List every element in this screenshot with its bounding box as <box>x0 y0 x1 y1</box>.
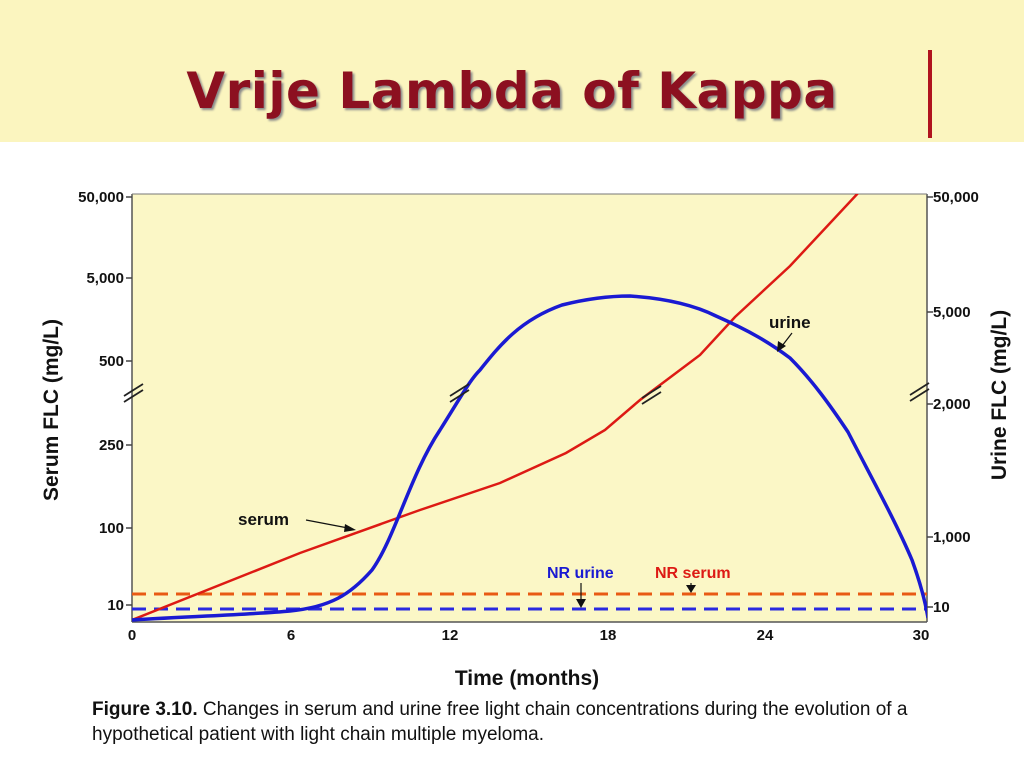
urine-label-leader <box>781 332 793 347</box>
figure-caption: Figure 3.10. Changes in serum and urine … <box>92 697 982 747</box>
left-ticks <box>126 196 132 606</box>
y-left-tick-label: 50,000 <box>78 189 124 206</box>
x-axis-title: Time (months) <box>455 667 599 690</box>
serum-label-leader <box>305 519 349 529</box>
y-right-tick-label: 2,000 <box>933 396 971 413</box>
serum-curve-label: serum <box>238 510 289 529</box>
y-right-tick-label: 10 <box>933 599 950 616</box>
urine-arrow-icon <box>777 341 786 352</box>
y-right-tick-label: 50,000 <box>933 189 979 206</box>
slide-title: Vrije Lambda of Kappa <box>186 62 838 120</box>
slide-header-band <box>0 0 1024 142</box>
x-tick-label: 30 <box>913 627 930 644</box>
urine-series-line <box>132 294 927 622</box>
urine-curve-label: urine <box>769 313 811 332</box>
serum-series-line <box>132 194 859 622</box>
y-left-tick-label: 500 <box>99 353 124 370</box>
nr-serum-label: NR serum <box>655 565 731 582</box>
right-ticks <box>927 196 933 608</box>
x-tick-label: 18 <box>600 627 617 644</box>
nr-urine-arrow-icon <box>576 599 586 608</box>
x-tick-label: 6 <box>287 627 295 644</box>
x-tick-label: 0 <box>128 627 136 644</box>
plot-area <box>132 194 927 622</box>
serum-arrow-icon <box>344 524 356 532</box>
y-left-tick-label: 250 <box>99 437 124 454</box>
y-right-axis-title: Urine FLC (mg/L) <box>988 310 1011 480</box>
y-left-tick-label: 100 <box>99 520 124 537</box>
y-right-tick-label: 1,000 <box>933 529 971 546</box>
nr-serum-arrow-icon <box>686 585 696 593</box>
y-left-tick-label: 5,000 <box>86 270 124 287</box>
y-left-tick-label: 10 <box>107 597 124 614</box>
y-right-tick-label: 5,000 <box>933 304 971 321</box>
nr-urine-label: NR urine <box>547 565 614 582</box>
axis-break-marks <box>123 382 930 405</box>
x-tick-label: 12 <box>442 627 459 644</box>
figure-caption-label: Figure 3.10. <box>92 699 198 720</box>
y-left-axis-title: Serum FLC (mg/L) <box>40 319 63 501</box>
x-tick-label: 24 <box>757 627 774 644</box>
flc-chart: 50,000 5,000 500 250 100 10 50,000 5,000… <box>40 189 1011 690</box>
figure-caption-text: Changes in serum and urine free light ch… <box>92 699 908 745</box>
header-accent-rule <box>928 50 932 138</box>
